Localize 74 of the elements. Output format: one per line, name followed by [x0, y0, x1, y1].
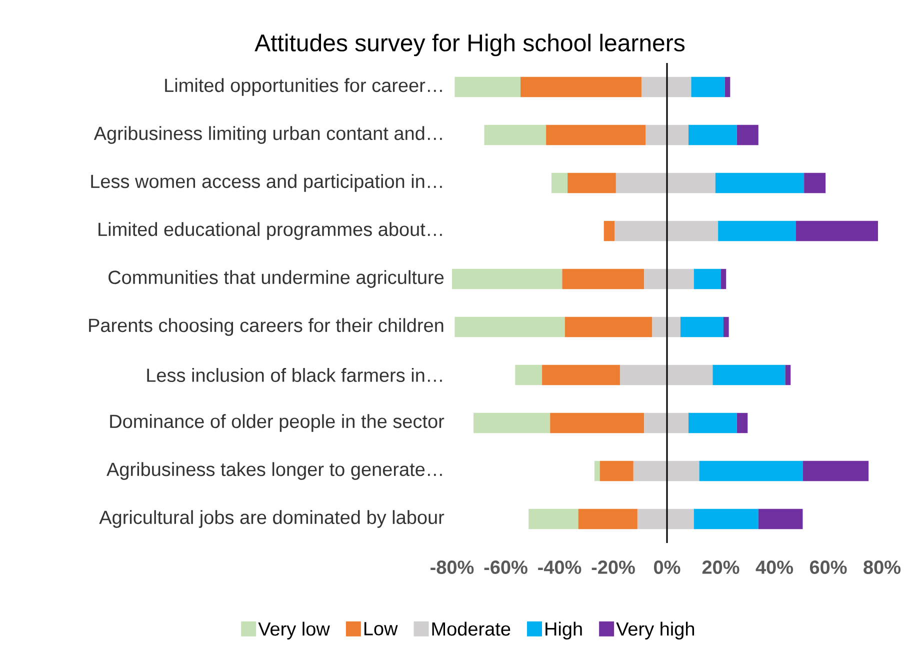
- bar: [633, 460, 700, 482]
- y-tick-label: Dominance of older people in the sector: [110, 414, 444, 432]
- x-tick-label: 60%: [810, 560, 847, 574]
- bar: [484, 124, 546, 146]
- legend-label: Very low: [258, 622, 330, 640]
- bar: [515, 364, 542, 386]
- bar: [454, 76, 521, 98]
- bar: [758, 508, 803, 530]
- bar: [546, 124, 646, 146]
- bar: [637, 508, 694, 530]
- x-tick-label: 0%: [654, 560, 680, 574]
- bar: [542, 364, 620, 386]
- bar: [691, 76, 725, 98]
- y-tick-label: Agribusiness takes longer to generate…: [106, 462, 442, 480]
- x-tick-label: -20%: [592, 560, 635, 574]
- bar: [578, 508, 638, 530]
- bar: [723, 316, 729, 338]
- bar: [712, 364, 786, 386]
- bar: [594, 460, 600, 482]
- bar: [600, 460, 634, 482]
- legend-label: Very high: [616, 622, 694, 640]
- y-tick-label: Limited educational programmes about…: [98, 222, 442, 240]
- bar: [604, 220, 615, 242]
- bar: [688, 412, 737, 434]
- legend-label: Moderate: [432, 622, 510, 636]
- bar: [564, 316, 652, 338]
- y-tick-label: Parents choosing careers for their children: [89, 318, 444, 336]
- y-tick-label: Agribusiness limiting urban contant and…: [94, 126, 442, 144]
- bar: [680, 316, 724, 338]
- bar: [802, 460, 869, 482]
- bar: [796, 220, 878, 242]
- bar: [646, 124, 689, 146]
- bar: [452, 268, 562, 290]
- bar: [804, 172, 826, 194]
- bar: [614, 220, 718, 242]
- x-tick-label: -60%: [484, 560, 528, 574]
- bar: [720, 268, 726, 290]
- bar: [785, 364, 791, 386]
- bar: [644, 412, 689, 434]
- x-tick-label: 80%: [864, 560, 901, 574]
- chart-title: Attitudes survey for High school learners: [254, 34, 685, 56]
- bar: [568, 172, 616, 194]
- bar: [474, 412, 550, 434]
- bar: [699, 460, 803, 482]
- x-tick-label: 20%: [702, 560, 740, 574]
- bar: [688, 124, 737, 146]
- bar: [644, 268, 694, 290]
- y-tick-label: Limited opportunities for career…: [165, 78, 442, 96]
- bar: [641, 76, 692, 98]
- x-tick-label: 40%: [756, 560, 794, 574]
- x-tick-label: -80%: [430, 560, 474, 574]
- bar: [694, 268, 721, 290]
- y-tick-label: Less inclusion of black farmers in…: [147, 368, 442, 382]
- x-tick-label: -40%: [538, 560, 582, 574]
- legend-label: Low: [364, 622, 398, 636]
- bar: [562, 268, 644, 290]
- bar: [620, 364, 713, 386]
- bar: [736, 412, 748, 434]
- bar: [454, 316, 565, 338]
- bar: [736, 124, 758, 146]
- bar: [694, 508, 758, 530]
- y-tick-label: Agricultural jobs are dominated by labour: [99, 510, 444, 528]
- legend-label: High: [546, 622, 582, 640]
- bar: [551, 172, 568, 194]
- bar: [715, 172, 804, 194]
- y-tick-label: Less women access and participation in…: [91, 174, 442, 192]
- bar: [724, 76, 730, 98]
- bar: [652, 316, 680, 338]
- bar: [616, 172, 716, 194]
- bar: [528, 508, 578, 530]
- bar: [550, 412, 644, 434]
- bar: [520, 76, 642, 98]
- bar: [718, 220, 796, 242]
- y-tick-label: Communities that undermine agriculture: [108, 270, 444, 288]
